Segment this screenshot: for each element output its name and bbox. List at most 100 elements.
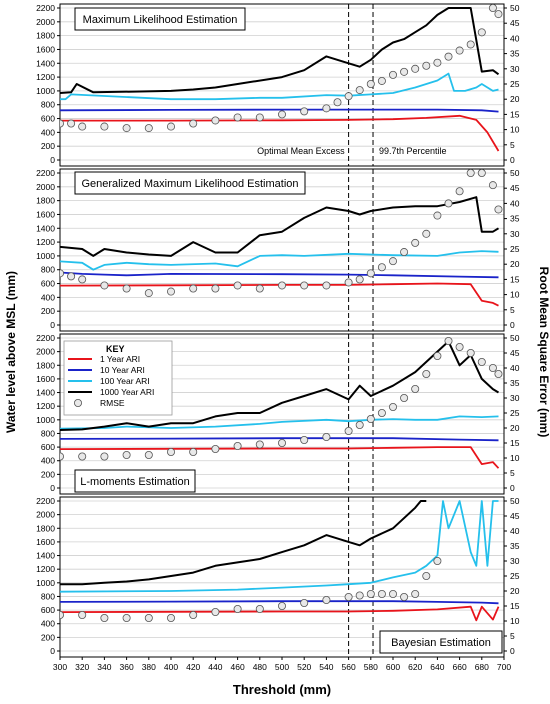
panel-1: 0200400600800100012001400160018002000220…: [36, 3, 520, 167]
rmse-point: [211, 284, 220, 293]
panel-title-box: [74, 469, 196, 493]
y2-tick-label: 40: [510, 198, 520, 208]
series-line-ari10: [60, 437, 499, 442]
y2-tick-label: 15: [510, 601, 520, 611]
y-tick-label: 1400: [36, 223, 55, 233]
y-tick-label: 2200: [36, 333, 55, 343]
rmse-point: [400, 67, 409, 76]
percentile-label: 99.7th Percentile: [379, 146, 447, 156]
rmse-point: [444, 52, 453, 61]
y2-tick-label: 30: [510, 393, 520, 403]
y2-tick-label: 10: [510, 290, 520, 300]
rmse-point: [411, 590, 420, 599]
rmse-point: [344, 92, 353, 101]
y-tick-label: 1600: [36, 44, 55, 54]
y-tick-label: 2200: [36, 496, 55, 506]
x-tick-label: 640: [430, 662, 444, 672]
series-group: [60, 336, 503, 469]
rmse-point: [411, 238, 420, 247]
y-tick-label: 1200: [36, 237, 55, 247]
y2-tick-label: 30: [510, 64, 520, 74]
x-tick-label: 620: [408, 662, 422, 672]
y-tick-label: 200: [41, 306, 55, 316]
y2-tick-label: 15: [510, 438, 520, 448]
rmse-point: [60, 119, 64, 128]
y-tick-label: 0: [50, 646, 55, 656]
panel-frame: [59, 333, 505, 495]
y-tick-label: 200: [41, 469, 55, 479]
y2-tick-label: 50: [510, 496, 520, 506]
rmse-point: [233, 605, 242, 614]
rmse-point: [344, 593, 353, 602]
rmse-point: [400, 248, 409, 257]
y2-tick-label: 5: [510, 631, 515, 641]
rmse-point: [355, 591, 364, 600]
rmse-point: [189, 119, 198, 128]
y-tick-label: 200: [41, 141, 55, 151]
y2-tick-label: 0: [510, 155, 515, 165]
rmse-point: [377, 263, 386, 272]
rmse-point: [377, 590, 386, 599]
rmse-point: [433, 557, 442, 566]
rmse-point: [122, 614, 131, 623]
x-tick-label: 340: [97, 662, 111, 672]
rmse-point: [60, 269, 64, 278]
y-tick-label: 400: [41, 127, 55, 137]
y-tick-label: 600: [41, 442, 55, 452]
rmse-point: [455, 46, 464, 55]
y-tick-label: 2000: [36, 182, 55, 192]
rmse-point: [100, 281, 109, 290]
rmse-point: [422, 61, 431, 70]
x-tick-label: 460: [231, 662, 245, 672]
rmse-point: [211, 444, 220, 453]
rmse-point: [144, 289, 153, 298]
rmse-point: [277, 110, 286, 119]
rmse-point: [122, 450, 131, 459]
rmse-point: [277, 438, 286, 447]
rmse-point: [366, 590, 375, 599]
rmse-point: [344, 426, 353, 435]
rmse-point: [400, 593, 409, 602]
y-tick-label: 1600: [36, 374, 55, 384]
rmse-point: [322, 281, 331, 290]
x-tick-label: 360: [120, 662, 134, 672]
series-line-ari1: [60, 446, 500, 469]
y-tick-label: 2000: [36, 17, 55, 27]
panels: 0200400600800100012001400160018002000220…: [36, 3, 520, 672]
y-tick-label: 200: [41, 632, 55, 642]
panel-frame: [59, 168, 505, 332]
y2-tick-label: 30: [510, 556, 520, 566]
x-tick-label: 600: [386, 662, 400, 672]
y-tick-label: 1400: [36, 388, 55, 398]
rmse-point: [233, 113, 242, 122]
x-tick-label: 380: [142, 662, 156, 672]
legend-title: KEY: [106, 344, 125, 354]
y2-tick-label: 20: [510, 94, 520, 104]
y2-tick-label: 50: [510, 168, 520, 178]
y-tick-label: 1000: [36, 251, 55, 261]
y-tick-label: 1600: [36, 537, 55, 547]
series-line-ari10: [60, 271, 499, 279]
y-tick-label: 1800: [36, 196, 55, 206]
panel-3: 0200400600800100012001400160018002000220…: [36, 333, 520, 495]
rmse-point: [388, 590, 397, 599]
series-line-ari1: [60, 605, 500, 622]
y2-tick-label: 0: [510, 320, 515, 330]
x-tick-label: 580: [364, 662, 378, 672]
y-tick-label: 1800: [36, 31, 55, 41]
panel-title: Generalized Maximum Likelihood Estimatio…: [81, 178, 298, 190]
rmse-point: [189, 611, 198, 620]
rmse-point: [377, 76, 386, 85]
rmse-point: [322, 432, 331, 441]
rmse-point: [144, 450, 153, 459]
series-group: [60, 169, 503, 307]
rmse-point: [277, 602, 286, 611]
rmse-point: [422, 369, 431, 378]
series-line-ari1000: [60, 196, 500, 257]
panel-title-box: [74, 171, 306, 195]
panel-frame: [59, 3, 505, 167]
y-tick-label: 1200: [36, 72, 55, 82]
x-tick-label: 520: [297, 662, 311, 672]
rmse-point: [444, 336, 453, 345]
rmse-point: [255, 605, 264, 614]
